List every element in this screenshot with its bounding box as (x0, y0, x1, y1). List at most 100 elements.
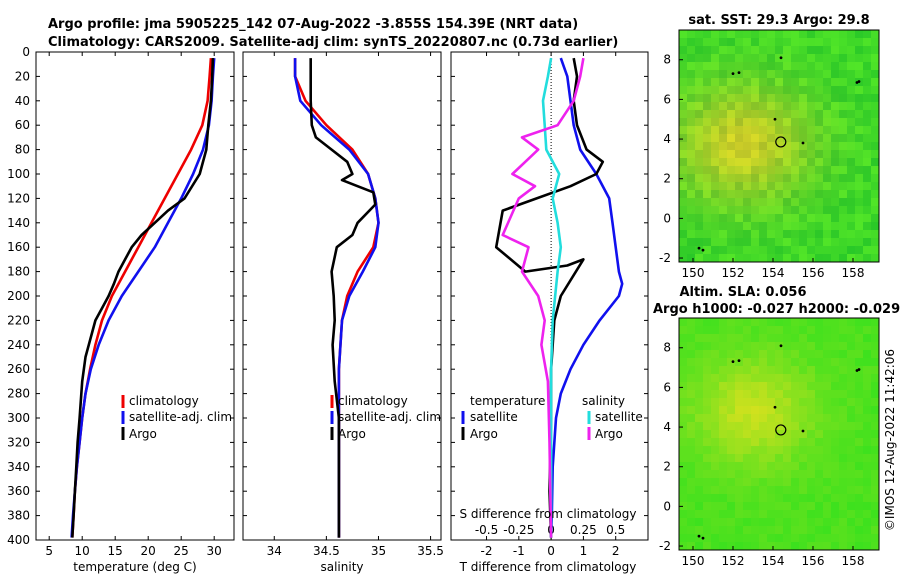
heatmap-cell (799, 118, 807, 126)
heatmap-cell (727, 246, 735, 254)
heatmap-cell (783, 326, 791, 334)
heatmap-cell (871, 70, 879, 78)
heatmap-cell (831, 342, 839, 350)
heatmap-cell (743, 174, 751, 182)
heatmap-cell (871, 334, 879, 342)
heatmap-cell (815, 486, 823, 494)
heatmap-cell (711, 150, 719, 158)
heatmap-cell (703, 102, 711, 110)
heatmap-cell (855, 398, 863, 406)
heatmap-cell (863, 398, 871, 406)
heatmap-cell (831, 254, 839, 262)
heatmap-cell (759, 430, 767, 438)
heatmap-cell (687, 78, 695, 86)
heatmap-cell (855, 462, 863, 470)
heatmap-cell (695, 46, 703, 54)
heatmap-cell (735, 526, 743, 534)
heatmap-cell (807, 126, 815, 134)
heatmap-cell (839, 414, 847, 422)
heatmap-cell (679, 406, 687, 414)
heatmap-cell (799, 358, 807, 366)
heatmap-cell (727, 174, 735, 182)
heatmap-cell (703, 166, 711, 174)
heatmap-cell (695, 510, 703, 518)
heatmap-cell (735, 486, 743, 494)
heatmap-cell (711, 494, 719, 502)
heatmap-cell (711, 470, 719, 478)
heatmap-cell (711, 222, 719, 230)
heatmap-cell (799, 70, 807, 78)
heatmap-cell (759, 206, 767, 214)
heatmap-cell (847, 478, 855, 486)
heatmap-cell (743, 190, 751, 198)
heatmap-cell (871, 494, 879, 502)
heatmap-cell (831, 382, 839, 390)
heatmap-cell (775, 102, 783, 110)
heatmap-cell (759, 46, 767, 54)
heatmap-cell (695, 470, 703, 478)
heatmap-cell (759, 222, 767, 230)
heatmap-cell (687, 326, 695, 334)
heatmap-cell (767, 462, 775, 470)
heatmap-cell (775, 422, 783, 430)
heatmap-cell (703, 206, 711, 214)
heatmap-cell (703, 238, 711, 246)
legend-label-climatology: climatology (129, 394, 199, 408)
heatmap-cell (679, 158, 687, 166)
heatmap-cell (679, 374, 687, 382)
heatmap-cell (727, 214, 735, 222)
heatmap-cell (735, 398, 743, 406)
heatmap-cell (751, 342, 759, 350)
heatmap-cell (687, 406, 695, 414)
heatmap-cell (679, 110, 687, 118)
heatmap-cell (735, 478, 743, 486)
heatmap-cell (751, 318, 759, 326)
heatmap-cell (799, 46, 807, 54)
heatmap-cell (823, 542, 831, 550)
heatmap-cell (863, 502, 871, 510)
heatmap-cell (823, 438, 831, 446)
heatmap-cell (791, 430, 799, 438)
heatmap-cell (871, 254, 879, 262)
heatmap-cell (751, 350, 759, 358)
heatmap-cell (783, 358, 791, 366)
heatmap-cell (799, 366, 807, 374)
heatmap-cell (759, 246, 767, 254)
heatmap-cell (791, 182, 799, 190)
heatmap-cell (703, 190, 711, 198)
heatmap-cell (791, 62, 799, 70)
xtick-label: 152 (722, 554, 745, 568)
land-dot (731, 360, 735, 364)
heatmap-cell (719, 174, 727, 182)
heatmap-cell (711, 366, 719, 374)
heatmap-cell (679, 382, 687, 390)
heatmap-cell (855, 110, 863, 118)
heatmap-cell (775, 342, 783, 350)
heatmap-cell (871, 38, 879, 46)
heatmap-cell (735, 174, 743, 182)
heatmap-cell (791, 70, 799, 78)
heatmap-cell (823, 422, 831, 430)
heatmap-cell (703, 414, 711, 422)
heatmap-cell (687, 182, 695, 190)
heatmap-cell (759, 382, 767, 390)
heatmap-cell (759, 70, 767, 78)
heatmap-cell (759, 366, 767, 374)
heatmap-cell (839, 342, 847, 350)
heatmap-cell (703, 406, 711, 414)
heatmap-cell (863, 174, 871, 182)
heatmap-cell (823, 374, 831, 382)
heatmap-cell (847, 350, 855, 358)
heatmap-cell (751, 446, 759, 454)
heatmap-cell (719, 318, 727, 326)
heatmap-cell (719, 126, 727, 134)
heatmap-cell (711, 46, 719, 54)
heatmap-cell (719, 494, 727, 502)
heatmap-cell (783, 142, 791, 150)
heatmap-cell (831, 190, 839, 198)
heatmap-cell (679, 446, 687, 454)
heatmap-cell (799, 214, 807, 222)
heatmap-cell (695, 206, 703, 214)
heatmap-cell (743, 206, 751, 214)
heatmap-cell (823, 358, 831, 366)
